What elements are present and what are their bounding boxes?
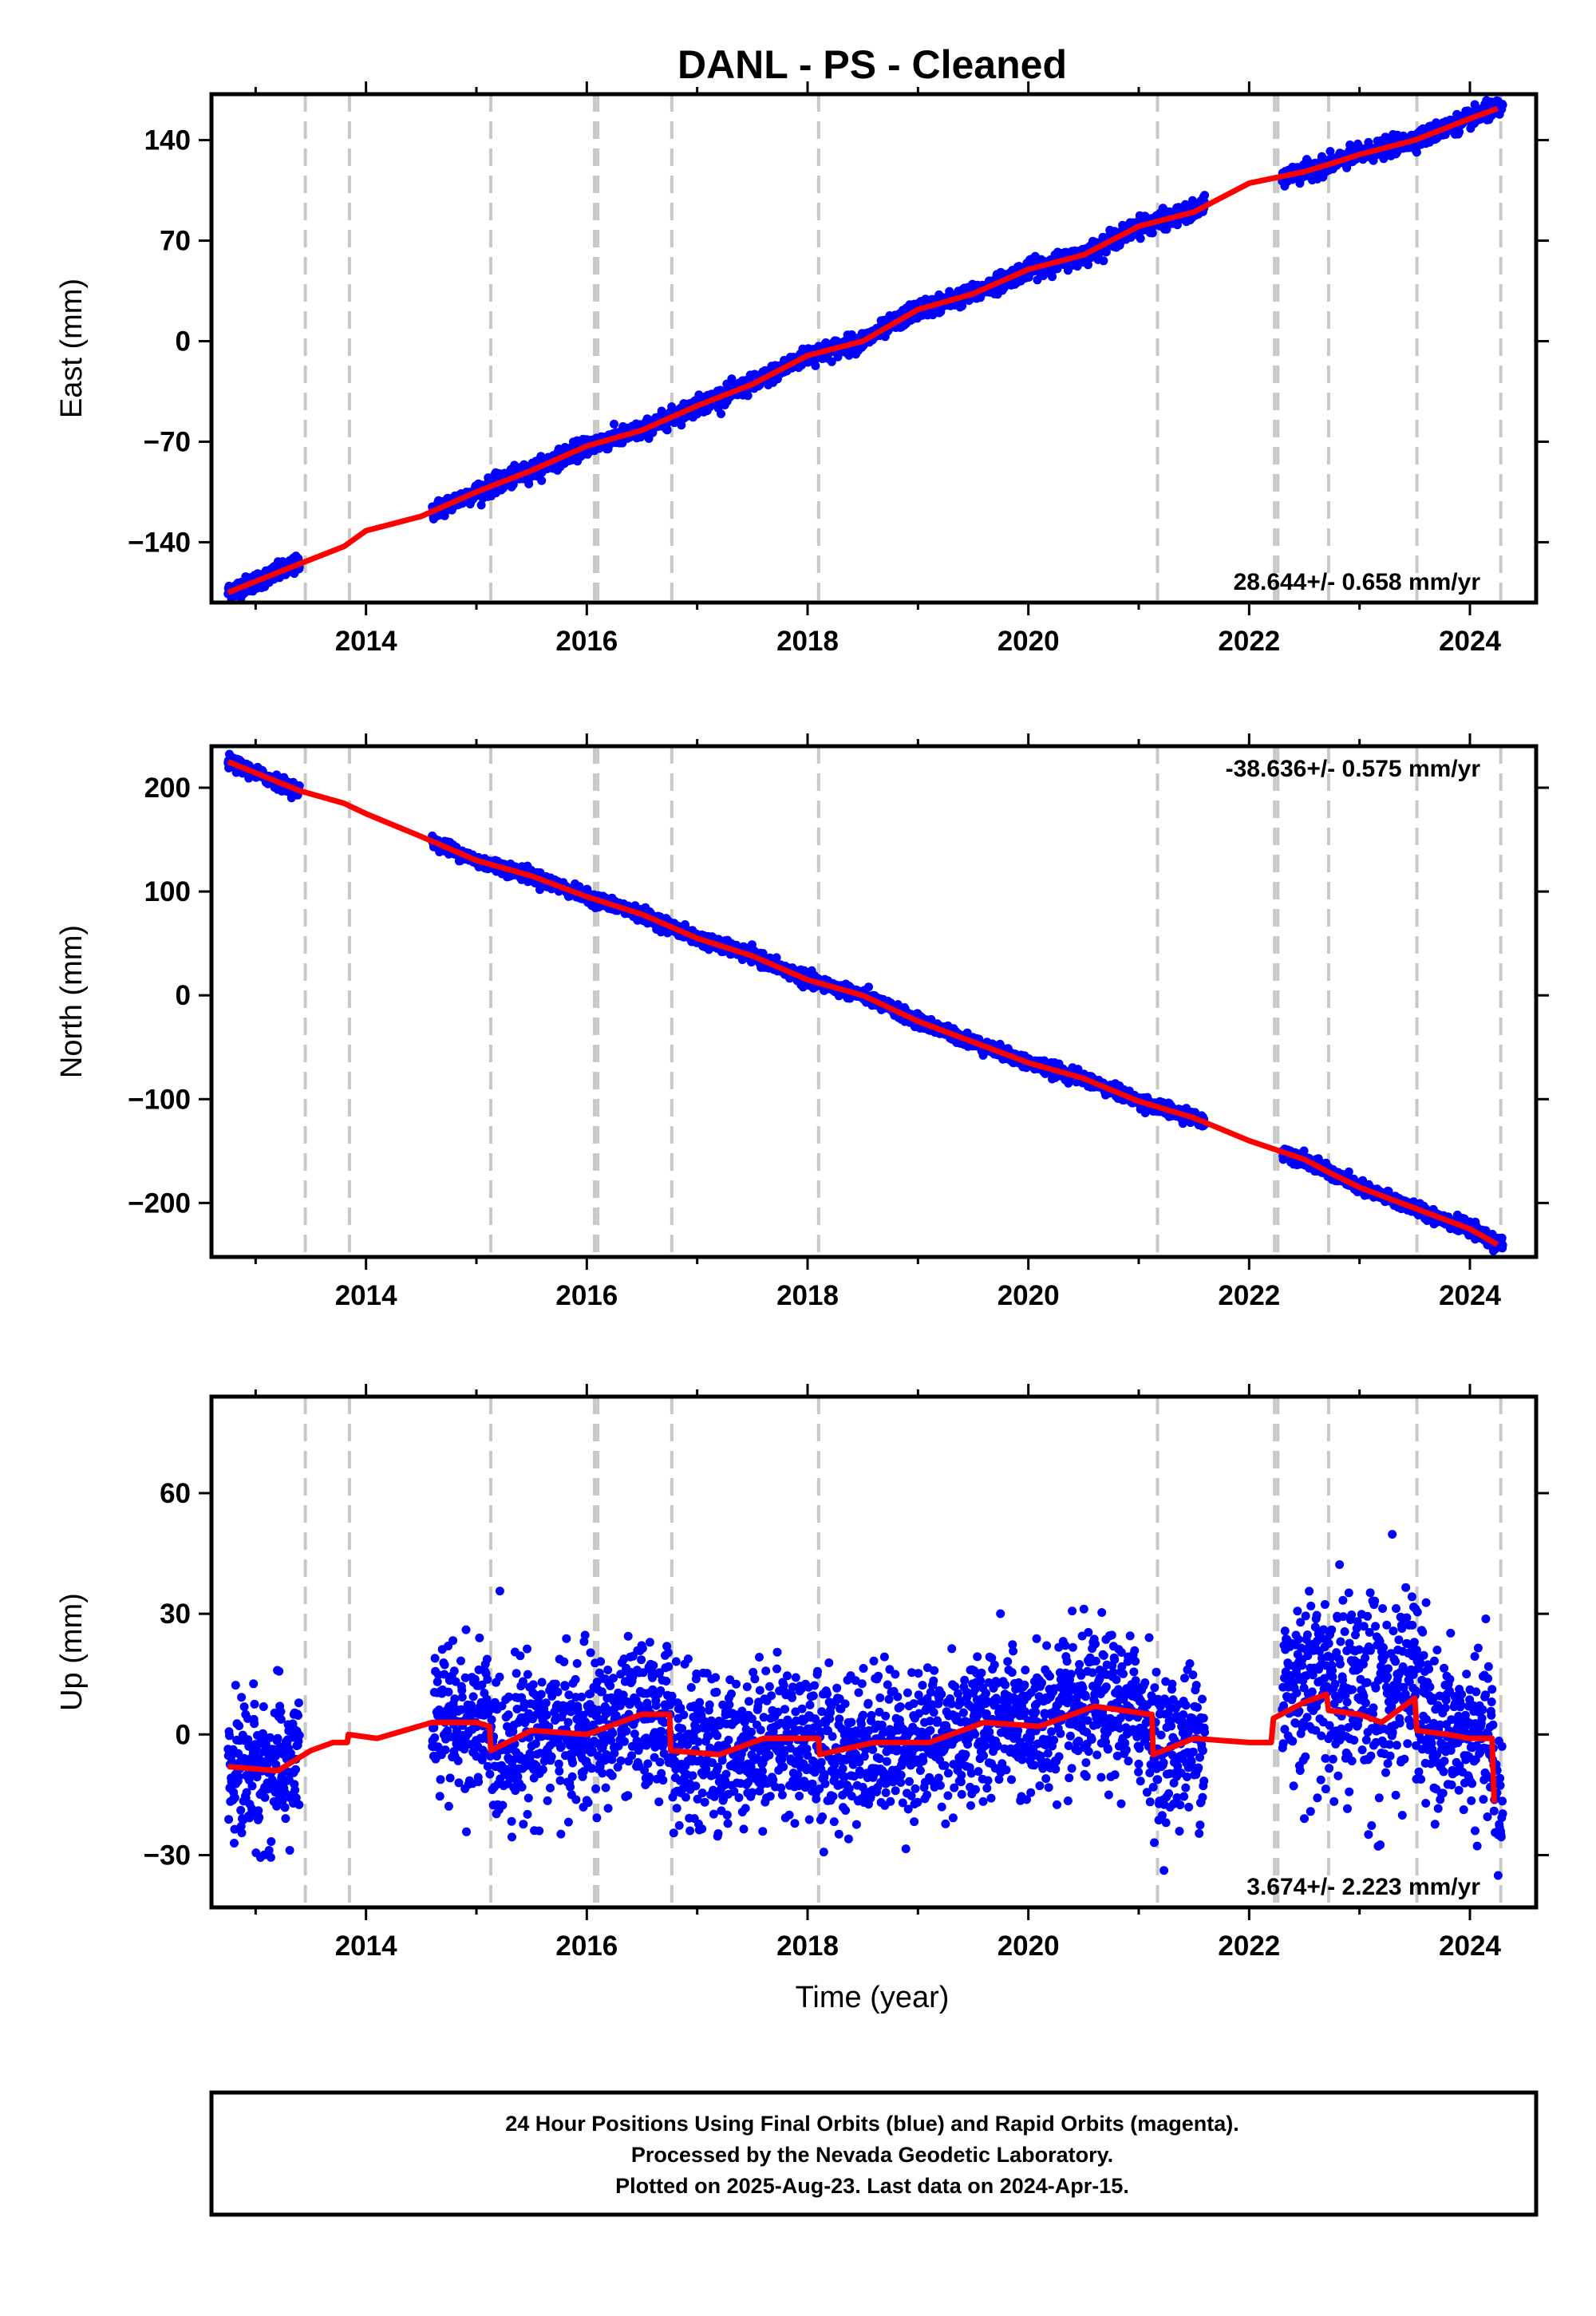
data-points [223, 96, 1507, 603]
data-point [524, 479, 534, 488]
y-ticks: −140 −70 0 70 140 [128, 125, 1549, 558]
y-axis-label: East (mm) [55, 279, 89, 418]
y-tick-label: 70 [160, 226, 191, 257]
data-point [1084, 260, 1092, 270]
chart-title: DANL - PS - Cleaned [678, 42, 1067, 87]
data-point [1200, 191, 1210, 200]
data-point [958, 301, 967, 310]
y-tick-label: 0 [176, 326, 191, 358]
x-ticks: 2014 2016 2018 2020 2022 2024 [254, 81, 1501, 657]
data-point [1455, 127, 1464, 136]
x-tick-label: 2022 [1218, 626, 1280, 657]
data-point [1136, 234, 1145, 243]
data-point [717, 409, 725, 418]
data-point [743, 391, 753, 401]
data-point [772, 953, 781, 962]
data-point [662, 425, 672, 435]
panel-north: 2014 2016 2018 2020 2022 2024−200−1000100200N… [55, 733, 1549, 1311]
x-tick-label: 2020 [998, 626, 1060, 657]
rate-annotation: 28.644+/- 0.658 mm/yr [1234, 569, 1481, 595]
x-tick-label: 2018 [776, 626, 839, 657]
plot-frame [209, 92, 1539, 605]
x-tick-label: 2016 [555, 626, 618, 657]
data-point [1325, 147, 1335, 156]
data-point [1412, 148, 1421, 157]
data-point [1099, 256, 1108, 266]
y-tick-label: 140 [144, 125, 191, 156]
y-tick-label: −70 [144, 426, 191, 457]
x-tick-label: 2024 [1439, 626, 1501, 657]
model-line [227, 105, 1499, 595]
data-point [1498, 101, 1507, 109]
data-point [476, 500, 486, 510]
data-point [1148, 228, 1157, 238]
data-point [510, 460, 519, 470]
step-lines [303, 94, 1503, 603]
step-lines [303, 746, 1503, 1257]
x-tick-label: 2014 [335, 626, 397, 657]
data-point [537, 476, 547, 485]
y-tick-label: −140 [128, 527, 191, 558]
data-point [827, 357, 836, 366]
data-point [864, 982, 873, 992]
panel-east: 2014 2016 2018 2020 2022 2024 −140 −70 0 70 140 Eas… [55, 81, 1549, 657]
data-point [811, 361, 820, 370]
data-points [223, 749, 1507, 1255]
data-point [610, 419, 618, 429]
